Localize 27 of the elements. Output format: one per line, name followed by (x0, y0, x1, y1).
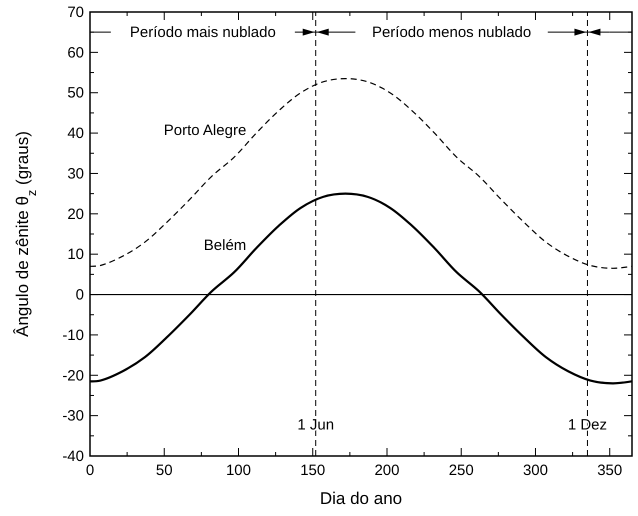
y-tick-label: -20 (62, 367, 84, 384)
annotation: Período menos nublado (372, 24, 532, 42)
y-tick-label: 0 (76, 286, 84, 304)
ref-line-label: 1 Dez (568, 416, 608, 434)
y-tick-label: 20 (67, 206, 84, 223)
y-tick-label: 40 (67, 125, 84, 142)
x-tick-label: 300 (522, 462, 548, 479)
y-tick-label: -10 (62, 326, 84, 344)
x-tick-label: 350 (597, 462, 622, 479)
x-axis-title: Dia do ano (320, 489, 402, 508)
y-tick-label: 30 (67, 165, 84, 182)
y-tick-label: 50 (67, 84, 84, 102)
x-tick-label: 150 (300, 462, 326, 479)
series-label: Porto Alegre (164, 122, 246, 140)
y-tick-label: 60 (67, 44, 84, 62)
x-tick-label: 100 (226, 462, 252, 479)
y-tick-label: -30 (62, 408, 84, 425)
y-tick-label: -40 (62, 448, 84, 465)
x-tick-label: 250 (448, 462, 474, 479)
y-tick-label: 10 (67, 246, 84, 264)
ref-line-label: 1 Jun (297, 416, 334, 434)
series-label: Belém (204, 237, 246, 254)
x-tick-label: 200 (374, 462, 400, 479)
x-tick-label: 0 (86, 462, 94, 479)
annotation: Período mais nublado (130, 24, 276, 42)
y-tick-label: 70 (67, 4, 84, 21)
x-tick-label: 50 (156, 462, 173, 479)
